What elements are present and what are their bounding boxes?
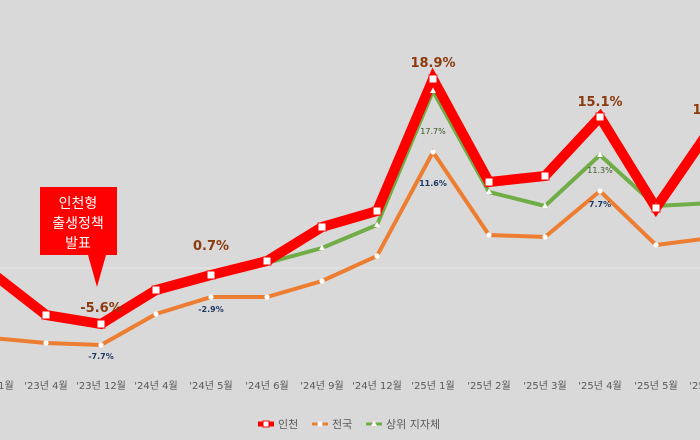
data-label: -2.9% [198, 305, 224, 314]
top-region-point [542, 202, 548, 208]
national-point [653, 242, 659, 248]
national-point [319, 278, 325, 284]
incheon-point [651, 203, 661, 213]
callout-text-line: 출생정책 [52, 216, 104, 232]
x-tick-label: '25년 3월 [523, 380, 566, 392]
incheon-point [96, 319, 106, 329]
incheon-point [540, 171, 550, 181]
top-region-point [319, 244, 325, 250]
x-tick-label: '24년 5월 [189, 380, 232, 392]
national-point [264, 294, 270, 300]
national-point [43, 340, 49, 346]
data-label: 0.7% [193, 239, 229, 254]
data-label: 1 [692, 103, 700, 118]
legend-label: 전국 [332, 418, 352, 431]
incheon-point [41, 310, 51, 320]
incheon-point [262, 256, 272, 266]
incheon-point [372, 206, 382, 216]
incheon-point [151, 285, 161, 295]
legend: 인천 전국 상위 지자체 [258, 417, 440, 431]
x-tick-label: '24년 4월 [134, 380, 177, 392]
top-region-point [430, 87, 436, 93]
series-line-1 [0, 148, 700, 348]
top-region-point [374, 221, 380, 227]
data-label: 11.6% [419, 179, 447, 188]
legend-marker [371, 420, 377, 426]
callout-text-line: 인천형 [59, 196, 98, 212]
data-label: 11.3% [587, 166, 613, 175]
x-tick-label: '24년 12월 [352, 380, 402, 392]
x-tick-label: '25년 4월 [578, 380, 621, 392]
callout-text-line: 발표 [65, 236, 91, 252]
top-region-point [597, 151, 603, 157]
national-point [374, 253, 380, 259]
data-label: -5.6% [80, 301, 121, 316]
incheon-point [317, 222, 327, 232]
national-point [430, 149, 436, 155]
legend-marker [262, 420, 270, 428]
data-label: 15.1% [577, 95, 622, 110]
national-point [208, 294, 214, 300]
x-tick-label: '25년 6월 [689, 380, 700, 392]
incheon-point [484, 177, 494, 187]
incheon-point [206, 270, 216, 280]
national-point [597, 188, 603, 194]
x-tick-label: '23년 4월 [24, 380, 67, 392]
series-line-0 [0, 67, 700, 330]
data-label: 7.7% [589, 200, 611, 209]
incheon-point [428, 74, 438, 84]
data-label: 18.9% [410, 56, 455, 71]
incheon-point [595, 112, 605, 122]
national-point [98, 342, 104, 348]
x-tick-label: '25년 5월 [634, 380, 677, 392]
x-tick-label: '24년 9월 [300, 380, 343, 392]
national-point [486, 232, 492, 238]
national-point [542, 234, 548, 240]
x-tick-label: '25년 2월 [467, 380, 510, 392]
data-label: 17.7% [420, 127, 446, 136]
x-tick-label: '23년 1월 [0, 380, 14, 392]
x-tick-label: '25년 1월 [411, 380, 454, 392]
data-label: -7.7% [88, 352, 114, 361]
x-tick-label: '23년 12월 [76, 380, 126, 392]
national-point [153, 311, 159, 317]
legend-label: 인천 [278, 417, 298, 431]
callout-box [40, 187, 117, 287]
legend-marker [317, 421, 323, 427]
legend-label: 상위 지자체 [386, 418, 440, 431]
x-tick-label: '24년 6월 [245, 380, 288, 392]
top-region-point [486, 188, 492, 194]
